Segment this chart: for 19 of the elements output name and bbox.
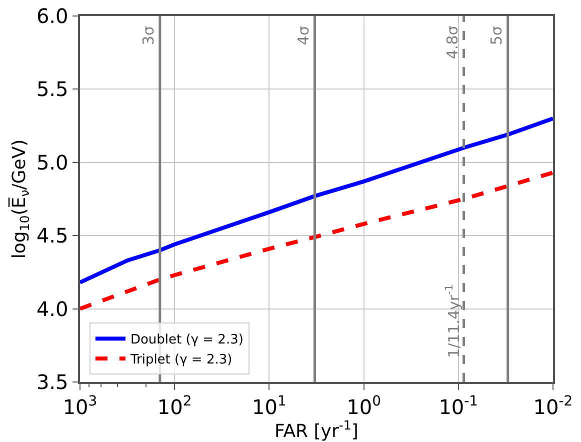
x-tick-label: 10$^{-1}$: [438, 393, 478, 419]
x-tick-label: 10$^{2}$: [157, 393, 192, 419]
legend-label: Triplet (γ = 2.3): [129, 352, 232, 368]
y-tick-label: 6.0: [36, 4, 68, 28]
y-tick-label: 5.5: [36, 77, 68, 102]
y-tick-label: 3.5: [36, 370, 68, 394]
x-tick-label: 10$^{1}$: [252, 393, 286, 419]
ref-line-label: 3σ: [140, 26, 158, 46]
legend-label: Doublet (γ = 2.3): [130, 332, 244, 348]
x-axis-title: FAR [yr$^{-1}$]: [274, 417, 358, 442]
ref-line-label: 4σ: [294, 26, 312, 46]
y-tick-label: 4.0: [36, 296, 68, 321]
ref-line-label: 5σ: [488, 26, 506, 46]
x-tick-label: 10$^{-2}$: [533, 393, 573, 419]
y-tick-label: 4.5: [36, 224, 68, 248]
x-tick-label: 10$^{3}$: [62, 393, 98, 419]
ref-line-label: 4.8σ: [443, 25, 462, 60]
x-tick-label: 10$^{0}$: [346, 393, 381, 419]
y-tick-label: 5.0: [36, 150, 68, 174]
